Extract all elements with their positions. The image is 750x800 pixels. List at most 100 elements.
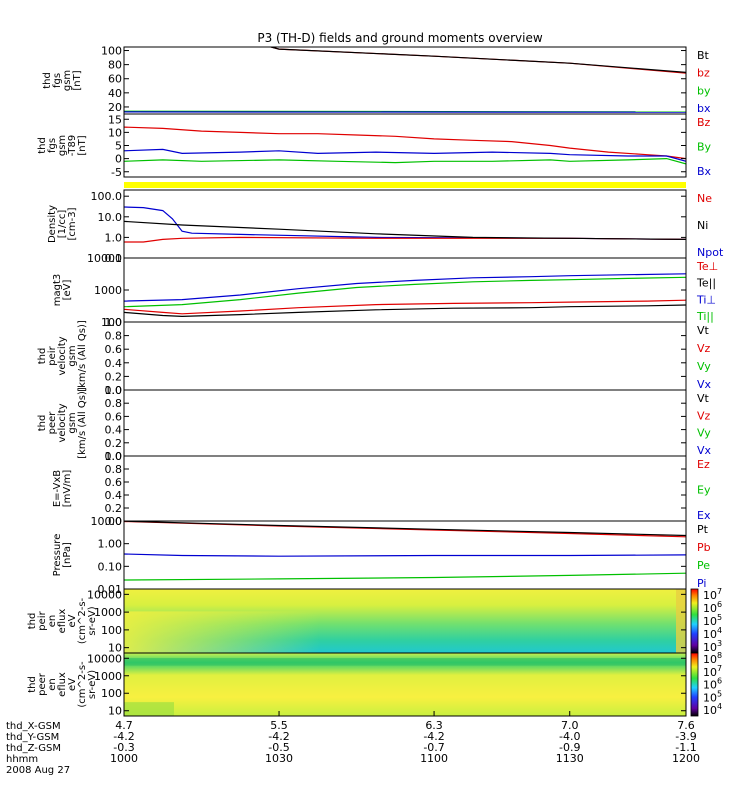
xtick-y: -4.2 [268, 730, 289, 743]
ylabel-line: fgs [52, 73, 63, 88]
ytick-label: 10.00 [91, 515, 123, 528]
ylabel-line: peir [47, 345, 58, 365]
ylabel-line: thd [42, 72, 53, 89]
ytick-label: 1000 [94, 606, 122, 619]
ylabel-line: magt3 [52, 274, 63, 307]
ytick-label: 20 [108, 101, 122, 114]
ytick-label: 1.0 [105, 316, 123, 329]
ytick-label: 0 [115, 153, 122, 166]
ytick-label: 40 [108, 87, 122, 100]
colorbar-tick-peir_en: 104 [703, 626, 722, 641]
series-temps-black [124, 304, 686, 318]
ylabel-pressure: Pressure [nPa] [52, 534, 73, 577]
legend-temps: Te⊥ [696, 260, 718, 273]
ylabel-line: fgs [47, 138, 58, 153]
colorbar-peer_en [690, 652, 699, 717]
ytick-label: 1000 [94, 284, 122, 297]
ylabel-temps: magt3 [eV] [52, 274, 73, 307]
ytick-label: 0.2 [105, 437, 123, 450]
legend-pressure: Pt [697, 523, 709, 536]
xtick-y: -3.9 [675, 730, 696, 743]
colorbar-tick-peir_en: 103 [703, 639, 722, 654]
colorbar-tick-peer_en: 107 [703, 664, 722, 679]
legend-peer_vel: Vy [697, 427, 711, 440]
ytick-label: 0.4 [105, 357, 123, 370]
legend-efield: Ez [697, 458, 710, 471]
ytick-label: -5 [111, 166, 122, 179]
ytick-label: 80 [108, 59, 122, 72]
legend-fgs_t89: Bx [697, 165, 712, 178]
ylabel-line: [eV] [62, 280, 73, 301]
ylabel-line: velocity [57, 336, 68, 375]
ylabel-line: -T89 [67, 135, 78, 157]
ylabel-line: [km/s (All Qs)] [77, 320, 88, 392]
ytick-label: 0.4 [105, 424, 123, 437]
ylabel-line: eV [67, 678, 78, 691]
ytick-label: 0.01 [98, 583, 123, 596]
ytick-label: 0.2 [105, 502, 123, 515]
ylabel-line: [nT] [77, 135, 88, 155]
legend-fgs: Bt [697, 49, 710, 62]
ytick-label: 1.0 [105, 231, 123, 244]
ytick-label: 10000 [87, 588, 122, 601]
ylabel-efield: E=-VxB [mV/m] [52, 470, 73, 508]
ylabel-line: (cm^2-s- [77, 597, 88, 644]
series-temps-red [124, 299, 686, 315]
ytick-label: 100 [101, 624, 122, 637]
ylabel-line: en [47, 615, 58, 628]
panel-density: 0.1 1.0 10.0 100.0 Density [1/cc] [cm-3] Ne Ni Np… [47, 189, 724, 265]
date-label: 2008 Aug 27 [6, 765, 70, 776]
ylabel-line: eflux [57, 609, 68, 634]
xaxis-row-label: thd_Z-GSM [6, 743, 61, 754]
legend-peir_vel: Vz [697, 342, 711, 355]
ytick-label: 0.8 [105, 330, 123, 343]
frame-peer_en [123, 652, 687, 717]
ytick-label: 0.6 [105, 343, 123, 356]
ylabel-fgs: thd fgs gsm [nT] [42, 70, 83, 91]
ylabel-fgs_t89: thd fgs gsm -T89 [nT] [37, 135, 88, 157]
xtick-z: -0.7 [423, 741, 444, 754]
colorbar-tick-peer_en: 108 [703, 651, 722, 666]
ylabel-line: gsm [62, 70, 73, 91]
ytick-label: 10.0 [98, 211, 123, 224]
xtick-y: -4.2 [113, 730, 134, 743]
frame-peer_vel [123, 389, 687, 457]
xtick-y: -4.0 [559, 730, 580, 743]
ylabel-line: sr-eV) [87, 670, 98, 699]
legend-temps: Ti|| [696, 310, 714, 323]
series-fgs_t89-blue [124, 148, 686, 162]
frame-efield [123, 455, 687, 522]
ytick-label: 10000 [87, 652, 122, 665]
ytick-label: 5 [115, 140, 122, 153]
ylabel-peer_vel: thd peer velocity gsm [km/s (All Qs)] [37, 387, 88, 459]
ytick-label: 0.2 [105, 370, 123, 383]
colorbar-tick-peir_en: 107 [703, 587, 722, 602]
xtick-z: -0.9 [559, 741, 580, 754]
frame-density [123, 189, 687, 259]
ylabel-line: [mV/m] [62, 470, 73, 508]
legend-peer_vel: Vt [697, 392, 710, 405]
ytick-label: 0.8 [105, 397, 123, 410]
ytick-label: 100 [101, 316, 122, 329]
colorbar-tick-peer_en: 106 [703, 677, 722, 692]
ylabel-line: Density [47, 205, 58, 243]
ytick-label: 15 [108, 113, 122, 126]
spectrogram-lowband [124, 702, 174, 716]
figure-title: P3 (TH-D) fields and ground moments over… [257, 31, 542, 45]
ylabel-line: en [47, 678, 58, 691]
ylabel-line: peir [37, 610, 48, 630]
ylabel-line: sr-eV) [87, 606, 98, 635]
ylabel-line: thd [27, 676, 38, 693]
ylabel-line: gsm [67, 412, 78, 433]
ylabel-line: eflux [57, 672, 68, 697]
ylabel-line: gsm [57, 135, 68, 156]
ylabel-line: eV [67, 614, 78, 627]
xaxis-row-label: thd_Y-GSM [6, 732, 59, 743]
legend-peer_vel: Vx [697, 444, 712, 457]
ytick-label: 100.0 [91, 190, 123, 203]
ytick-label: 1.0 [105, 450, 123, 463]
